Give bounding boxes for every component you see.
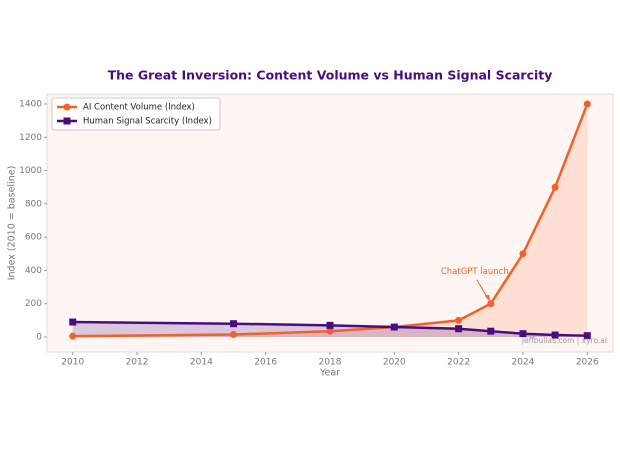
y-tick-label: 800 bbox=[25, 199, 42, 209]
watermark: jeffbullas.com | xyro.ai bbox=[521, 336, 607, 345]
legend-label: AI Content Volume (Index) bbox=[83, 103, 195, 113]
point bbox=[69, 332, 77, 340]
point bbox=[326, 321, 334, 329]
point bbox=[455, 325, 463, 333]
y-tick-label: 400 bbox=[25, 266, 42, 276]
point bbox=[551, 183, 559, 191]
annotation-arrowhead bbox=[484, 294, 490, 302]
y-tick-label: 200 bbox=[25, 299, 42, 309]
point bbox=[551, 331, 559, 339]
point bbox=[487, 300, 495, 308]
point bbox=[583, 332, 591, 340]
x-tick-label: 2020 bbox=[383, 358, 406, 368]
x-axis-label: Year bbox=[319, 368, 340, 379]
point bbox=[519, 250, 527, 258]
y-tick-label: 1400 bbox=[19, 99, 42, 109]
legend-box bbox=[51, 97, 221, 131]
series-area bbox=[72, 103, 588, 338]
point bbox=[69, 318, 77, 326]
y-tick-label: 600 bbox=[25, 233, 42, 243]
point bbox=[487, 327, 495, 335]
point bbox=[519, 330, 527, 338]
legend-marker bbox=[63, 103, 71, 111]
point bbox=[583, 100, 591, 108]
point bbox=[230, 331, 238, 339]
x-tick-label: 2026 bbox=[576, 358, 599, 368]
y-tick-label: 1200 bbox=[19, 133, 42, 143]
y-axis-label: Index (2010 = baseline) bbox=[7, 166, 18, 281]
point bbox=[230, 320, 238, 328]
point bbox=[390, 323, 398, 331]
annotation: ChatGPT launch bbox=[441, 267, 509, 277]
y-tick-label: 1000 bbox=[19, 166, 42, 176]
plot-area bbox=[46, 93, 614, 353]
x-tick-label: 2024 bbox=[512, 358, 535, 368]
x-tick-label: 2012 bbox=[126, 358, 149, 368]
x-tick-label: 2018 bbox=[319, 358, 342, 368]
point bbox=[326, 327, 334, 335]
legend-marker bbox=[63, 117, 71, 125]
legend-label: Human Signal Scarcity (Index) bbox=[83, 117, 212, 127]
x-tick-label: 2010 bbox=[61, 358, 84, 368]
x-tick-label: 2014 bbox=[190, 358, 213, 368]
chart-title: The Great Inversion: Content Volume vs H… bbox=[108, 68, 553, 83]
y-tick-label: 0 bbox=[36, 333, 42, 343]
x-tick-label: 2022 bbox=[447, 358, 470, 368]
x-tick-label: 2016 bbox=[254, 358, 277, 368]
point bbox=[455, 316, 463, 324]
